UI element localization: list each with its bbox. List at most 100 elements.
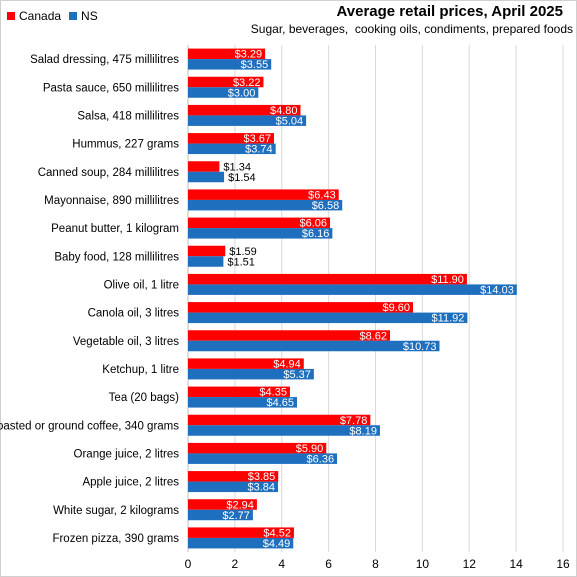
bar-canada bbox=[188, 104, 301, 116]
bar-canada bbox=[188, 471, 279, 482]
data-label-ns: $6.16 bbox=[302, 228, 330, 240]
data-label-canada: $11.90 bbox=[431, 274, 464, 286]
data-label-canada: $9.60 bbox=[382, 302, 410, 314]
bar-canada bbox=[188, 76, 264, 88]
data-label-ns: $6.58 bbox=[312, 200, 340, 212]
data-label-ns: $3.84 bbox=[247, 482, 275, 494]
bar-ns bbox=[188, 256, 224, 267]
x-tick-label: 2 bbox=[232, 557, 239, 571]
bar-ns bbox=[188, 199, 343, 211]
bar-ns bbox=[188, 115, 307, 126]
bar-ns bbox=[188, 537, 294, 549]
data-label-canada: $4.80 bbox=[270, 105, 298, 117]
data-label-canada: $6.43 bbox=[308, 189, 336, 201]
data-label-canada: $1.34 bbox=[223, 161, 251, 173]
bar-canada bbox=[188, 442, 327, 454]
category-label: Ketchup, 1 litre bbox=[102, 364, 179, 376]
bar-ns bbox=[188, 284, 517, 295]
x-tick-label: 14 bbox=[509, 557, 523, 571]
legend-swatch-canada bbox=[7, 12, 15, 20]
legend-label-canada: Canada bbox=[19, 9, 62, 23]
data-label-ns: $8.19 bbox=[349, 425, 377, 437]
chart-title: Average retail prices, April 2025 bbox=[336, 3, 563, 20]
bar-ns bbox=[188, 397, 297, 408]
data-label-canada: $3.67 bbox=[243, 133, 271, 145]
bar-ns bbox=[188, 87, 259, 98]
x-tick-label: 12 bbox=[463, 557, 477, 571]
legend-item-canada: Canada bbox=[7, 9, 61, 23]
data-label-canada: $4.52 bbox=[263, 527, 291, 539]
category-label: Roasted or ground coffee, 340 grams bbox=[0, 420, 179, 432]
bar-ns bbox=[188, 228, 333, 239]
bar-ns bbox=[188, 368, 314, 380]
bar-ns bbox=[188, 425, 380, 436]
data-label-ns: $4.65 bbox=[266, 397, 294, 409]
category-label: Baby food, 128 millilitres bbox=[54, 251, 179, 263]
bar-ns bbox=[188, 171, 225, 183]
bar-canada bbox=[188, 189, 339, 200]
x-tick-label: 10 bbox=[416, 557, 430, 571]
data-label-ns: $1.54 bbox=[228, 172, 256, 184]
legend-label-ns: NS bbox=[81, 9, 98, 23]
data-label-ns: $3.00 bbox=[228, 87, 256, 99]
category-label: Pasta sauce, 650 millilitres bbox=[43, 82, 179, 94]
data-label-ns: $11.92 bbox=[432, 313, 465, 325]
bar-canada bbox=[188, 161, 220, 172]
data-label-canada: $7.78 bbox=[340, 415, 368, 427]
bar-canada bbox=[188, 414, 371, 426]
data-label-canada: $3.22 bbox=[233, 77, 261, 89]
x-tick-label: 16 bbox=[556, 557, 570, 571]
data-label-ns: $5.37 bbox=[283, 369, 311, 381]
data-label-canada: $1.59 bbox=[229, 246, 257, 258]
category-label: Hummus, 227 grams bbox=[72, 139, 179, 151]
x-tick-label: 6 bbox=[325, 557, 332, 571]
data-label-canada: $8.62 bbox=[360, 330, 388, 342]
category-label: Canned soup, 284 millilitres bbox=[38, 167, 180, 179]
legend-swatch-ns bbox=[69, 12, 78, 20]
data-label-canada: $2.94 bbox=[226, 499, 254, 511]
data-label-ns: $3.55 bbox=[241, 59, 269, 71]
category-label: Orange juice, 2 litres bbox=[74, 448, 180, 460]
data-label-ns: $3.74 bbox=[245, 144, 273, 156]
bar-ns bbox=[188, 59, 272, 70]
data-label-ns: $10.73 bbox=[403, 341, 437, 353]
data-label-canada: $4.35 bbox=[259, 387, 287, 399]
bar-canada bbox=[188, 499, 257, 510]
bar-ns bbox=[188, 453, 338, 464]
bar-canada bbox=[188, 330, 391, 341]
category-label: Mayonnaise, 890 millilitres bbox=[44, 195, 179, 207]
legend: Canada NS bbox=[7, 9, 106, 23]
x-tick-label: 0 bbox=[185, 557, 192, 571]
category-label: Salad dressing, 475 millilitres bbox=[30, 54, 179, 66]
x-tick-label: 4 bbox=[278, 557, 285, 571]
bar-canada bbox=[188, 386, 290, 398]
bar-canada bbox=[188, 217, 331, 229]
data-label-canada: $3.85 bbox=[248, 471, 276, 483]
category-label: Apple juice, 2 litres bbox=[82, 477, 179, 489]
x-tick-label: 8 bbox=[372, 557, 379, 571]
category-label: Peanut butter, 1 kilogram bbox=[51, 223, 179, 235]
legend-item-ns: NS bbox=[69, 9, 98, 23]
data-label-ns: $14.03 bbox=[480, 284, 514, 296]
data-label-ns: $5.04 bbox=[276, 115, 304, 127]
data-label-ns: $4.49 bbox=[263, 538, 291, 550]
bar-canada bbox=[188, 527, 294, 538]
chart-subtitle: Sugar, beverages, cooking oils, condimen… bbox=[250, 22, 573, 36]
category-label: Vegetable oil, 3 litres bbox=[73, 336, 179, 348]
category-label: Salsa, 418 millilitres bbox=[77, 110, 179, 122]
bar-ns bbox=[188, 312, 468, 324]
data-label-canada: $4.94 bbox=[273, 358, 301, 370]
data-label-canada: $5.90 bbox=[296, 443, 324, 455]
bar-canada bbox=[188, 302, 413, 313]
bar-ns bbox=[188, 340, 440, 352]
category-label: Olive oil, 1 litre bbox=[104, 279, 179, 291]
category-label: Tea (20 bags) bbox=[109, 392, 179, 404]
bar-canada bbox=[188, 245, 226, 257]
bar-canada bbox=[188, 358, 304, 369]
bar-ns bbox=[188, 509, 253, 521]
data-label-canada: $3.29 bbox=[235, 49, 263, 61]
bar-canada bbox=[188, 273, 467, 285]
data-label-ns: $6.36 bbox=[307, 453, 335, 465]
category-label: White sugar, 2 kilograms bbox=[53, 505, 179, 517]
